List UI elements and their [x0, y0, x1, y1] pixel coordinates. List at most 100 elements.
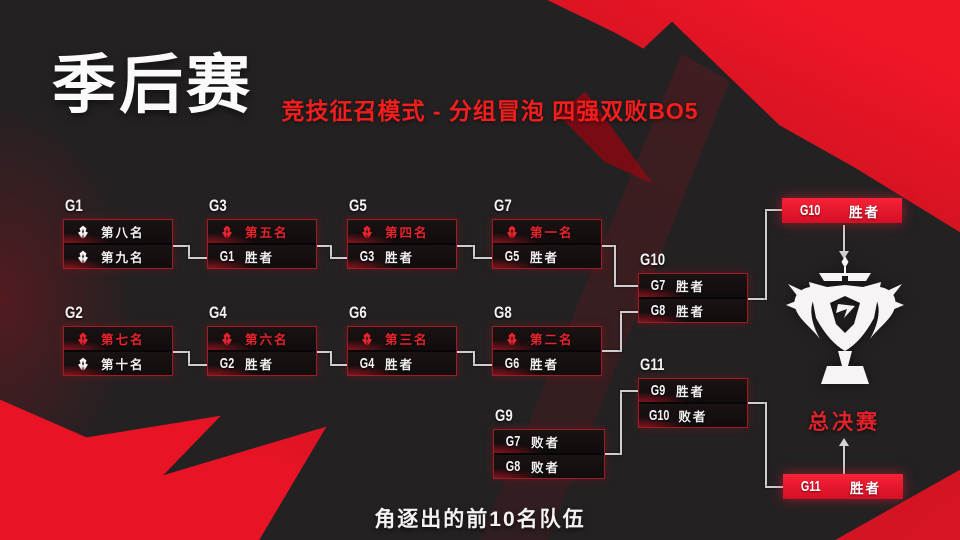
connector-line: [843, 225, 845, 253]
match-box: 第三名 G4 胜者: [347, 326, 457, 376]
slot-result-label: 败者: [531, 461, 561, 475]
bracket-slot: G8 胜者: [639, 297, 747, 322]
bracket-slot: G5 胜者: [493, 243, 601, 268]
helmet-icon: [499, 332, 525, 346]
slot-source-match: G11: [800, 478, 821, 495]
slot-result-label: 胜者: [849, 204, 880, 220]
match-id: G7: [494, 196, 512, 215]
helmet-icon: [70, 357, 96, 371]
slot-team-label: 第三名: [385, 333, 429, 347]
connector-line: [765, 402, 767, 488]
helmet-icon: [214, 225, 240, 239]
slot-source-match: G10: [799, 202, 821, 219]
match-id: G8: [494, 303, 512, 322]
slot-source-match: G10: [648, 407, 670, 424]
connector-line: [765, 209, 782, 211]
slot-result-label: 胜者: [530, 358, 560, 372]
slot-source-match: G8: [650, 302, 666, 319]
connector-line: [188, 364, 207, 366]
slot-team-label: 第二名: [530, 333, 574, 347]
connector-line: [765, 486, 783, 488]
bracket-slot: 第八名: [64, 220, 172, 243]
helmet-icon: [214, 332, 240, 346]
bracket-slot: 第四名: [348, 220, 456, 243]
match-g1: G1 第八名 第九名: [63, 196, 173, 269]
bracket-slot: 第七名: [64, 327, 172, 350]
slot-team-label: 第一名: [530, 226, 574, 240]
match-box: G7 胜者 G8 胜者: [638, 273, 748, 323]
bracket-slot: 第一名: [493, 220, 601, 243]
connector-line: [173, 245, 190, 247]
slot-source-match: G5: [504, 248, 520, 265]
connector-line: [173, 351, 190, 353]
grand-final-slot-top: G10 胜者: [782, 198, 902, 223]
match-g6: G6 第三名 G4 胜者: [347, 303, 457, 376]
connector-line: [614, 245, 616, 287]
bracket-slot: 第五名: [208, 220, 316, 243]
connector-line: [188, 257, 207, 259]
bracket-slot: 第二名: [493, 327, 601, 350]
bracket-slot: 第十名: [64, 350, 172, 375]
slot-result-label: 胜者: [850, 480, 881, 496]
grand-final-label: 总决赛: [808, 411, 880, 434]
match-id: G5: [349, 196, 367, 215]
slot-result-label: 胜者: [676, 385, 706, 399]
slot-source-match: G2: [219, 355, 235, 372]
match-g9: G9 G7 败者 G8 败者: [493, 406, 605, 479]
match-box: 第五名 G1 胜者: [207, 219, 317, 269]
dragon-trophy-icon: [783, 254, 907, 404]
match-g4: G4 第六名 G2 胜者: [207, 303, 317, 376]
bracket-slot: G4 胜者: [348, 350, 456, 375]
match-id: G1: [65, 196, 83, 215]
helmet-icon: [499, 225, 525, 239]
match-box: 第一名 G5 胜者: [492, 219, 602, 269]
slot-result-label: 胜者: [385, 358, 415, 372]
bracket-slot: G7 败者: [494, 430, 604, 453]
match-id: G9: [495, 406, 513, 425]
slot-source-match: G7: [505, 433, 521, 450]
match-g2: G2 第七名 第十名: [63, 303, 173, 376]
slot-result-label: 败者: [531, 436, 561, 450]
match-box: G9 胜者 G10 败者: [638, 378, 748, 428]
connector-line: [473, 257, 492, 259]
match-id: G11: [640, 355, 665, 374]
slot-source-match: G3: [359, 248, 375, 265]
slot-team-label: 第九名: [101, 251, 145, 265]
connector-line: [188, 351, 190, 366]
connector-line: [620, 390, 638, 392]
connector-line: [748, 402, 767, 404]
helmet-icon: [354, 332, 380, 346]
connector-line: [605, 453, 622, 455]
slot-team-label: 第七名: [101, 333, 145, 347]
slot-source-match: G4: [359, 355, 375, 372]
arrow-up-icon: [839, 438, 849, 446]
bracket-slot: G8 败者: [494, 453, 604, 478]
bracket-slot: G1 胜者: [208, 243, 316, 268]
connector-line: [188, 245, 190, 259]
bracket-slot: G2 胜者: [208, 350, 316, 375]
slot-result-label: 胜者: [530, 251, 560, 265]
arrow-down-icon: [839, 251, 849, 259]
slot-source-match: G9: [650, 382, 666, 399]
match-g7: G7 第一名 G5 胜者: [492, 196, 602, 269]
match-box: 第七名 第十名: [63, 326, 173, 376]
slot-source-match: G6: [504, 355, 520, 372]
bracket-slot: G10 败者: [639, 402, 747, 427]
match-box: 第四名 G3 胜者: [347, 219, 457, 269]
slot-team-label: 第六名: [245, 333, 289, 347]
helmet-icon: [70, 225, 96, 239]
slot-result-label: 胜者: [245, 251, 275, 265]
bracket-slot: G9 胜者: [639, 379, 747, 402]
bracket-slot: G3 胜者: [348, 243, 456, 268]
match-box: 第六名 G2 胜者: [207, 326, 317, 376]
bracket-slot: 第三名: [348, 327, 456, 350]
connector-line: [620, 390, 622, 455]
slot-result-label: 胜者: [676, 280, 706, 294]
connector-line: [457, 245, 475, 247]
connector-line: [330, 364, 347, 366]
slot-result-label: 胜者: [385, 251, 415, 265]
page-title: 季后赛: [52, 49, 253, 121]
connector-line: [330, 351, 332, 366]
connector-line: [602, 350, 622, 352]
match-id: G6: [349, 303, 367, 322]
